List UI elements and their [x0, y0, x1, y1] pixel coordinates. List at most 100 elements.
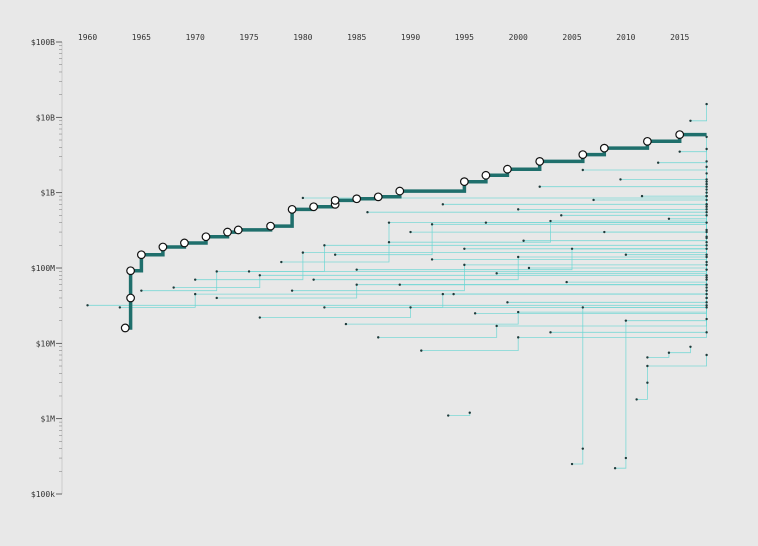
- series-line: [523, 212, 707, 242]
- series-line: [658, 149, 707, 164]
- series-point: [705, 253, 708, 256]
- x-tick-label: 2000: [509, 33, 528, 42]
- series-point: [398, 283, 401, 286]
- series-point: [581, 306, 584, 309]
- x-tick-label: 1965: [132, 33, 151, 42]
- series-point: [705, 296, 708, 300]
- series-line: [475, 294, 707, 314]
- y-tick-label: $1M: [41, 415, 56, 424]
- series-point: [603, 230, 606, 234]
- series-point: [705, 208, 708, 211]
- series-point: [538, 185, 541, 188]
- record-point: [266, 221, 275, 231]
- series-line: [249, 232, 707, 272]
- series-point: [215, 296, 218, 300]
- series-point: [506, 301, 509, 304]
- series-point: [581, 168, 584, 172]
- series-point: [581, 447, 584, 450]
- series-point: [705, 260, 708, 264]
- series-point: [344, 322, 348, 326]
- series-line: [636, 355, 707, 400]
- y-tick-label: $1B: [41, 189, 56, 198]
- y-tick-label: $10M: [36, 339, 55, 348]
- series-point: [705, 278, 708, 281]
- series-point: [570, 247, 574, 250]
- record-point: [675, 130, 685, 139]
- series-point: [705, 172, 708, 175]
- series-point: [301, 196, 305, 200]
- series-point: [517, 336, 520, 339]
- series-point: [705, 255, 708, 259]
- series-line: [195, 242, 707, 281]
- x-tick-label: 1980: [293, 33, 312, 42]
- record-point: [120, 323, 130, 333]
- series-line: [679, 136, 707, 153]
- x-tick-label: 1985: [347, 33, 366, 42]
- record-point: [599, 143, 609, 153]
- series-point: [624, 253, 628, 256]
- series-point: [301, 251, 305, 254]
- series-point: [560, 214, 563, 217]
- series-point: [705, 247, 708, 250]
- series-point: [624, 456, 628, 460]
- series-point: [441, 292, 445, 296]
- series-point: [447, 414, 450, 417]
- series-line: [550, 305, 707, 333]
- series-point: [549, 331, 552, 334]
- series-point: [258, 316, 261, 319]
- y-axis: $100k $1M $10M $100M $1B $10B $100B: [31, 38, 63, 499]
- series-point: [667, 351, 671, 354]
- series-point: [705, 283, 708, 286]
- series-point: [705, 178, 708, 181]
- series-line: [615, 298, 707, 469]
- series-point: [570, 462, 574, 466]
- series-line: [345, 307, 707, 325]
- record-point: [578, 150, 588, 160]
- record-point: [459, 177, 469, 187]
- series-point: [387, 241, 391, 244]
- series-line: [518, 179, 707, 210]
- series-point: [452, 292, 455, 296]
- record-point: [201, 232, 211, 242]
- x-tick-label: 1990: [401, 33, 420, 42]
- series-point: [705, 241, 708, 244]
- x-tick-label: 2005: [562, 33, 581, 42]
- series-line: [87, 302, 707, 306]
- series-point: [522, 239, 525, 242]
- series-lines: [87, 104, 707, 469]
- series-point: [705, 214, 708, 217]
- record-point: [503, 164, 512, 174]
- series-point: [646, 364, 649, 368]
- series-point: [430, 223, 434, 226]
- series-point: [333, 253, 337, 256]
- series-point: [705, 263, 708, 267]
- record-point: [373, 192, 383, 202]
- y-tick-label: $100M: [31, 264, 55, 273]
- series-point: [705, 353, 708, 357]
- record-point: [233, 225, 243, 235]
- series-points: [86, 102, 708, 470]
- series-point: [258, 274, 261, 277]
- x-tick-label: 1960: [78, 33, 97, 42]
- series-point: [705, 194, 708, 198]
- series-line: [507, 277, 707, 303]
- record-line: [125, 132, 707, 330]
- series-point: [473, 312, 477, 315]
- series-point: [705, 185, 708, 188]
- series-point: [172, 286, 175, 289]
- series-point: [194, 278, 197, 281]
- series-point: [705, 317, 708, 321]
- series-point: [420, 349, 423, 352]
- series-point: [705, 221, 708, 224]
- record-point: [136, 250, 146, 260]
- series-point: [517, 208, 520, 211]
- series-line: [539, 173, 707, 188]
- series-point: [387, 221, 391, 224]
- series-point: [495, 324, 498, 328]
- record-point: [126, 266, 136, 276]
- series-point: [290, 289, 294, 292]
- record-point: [126, 293, 136, 303]
- series-point: [409, 306, 412, 309]
- series-point: [705, 165, 708, 169]
